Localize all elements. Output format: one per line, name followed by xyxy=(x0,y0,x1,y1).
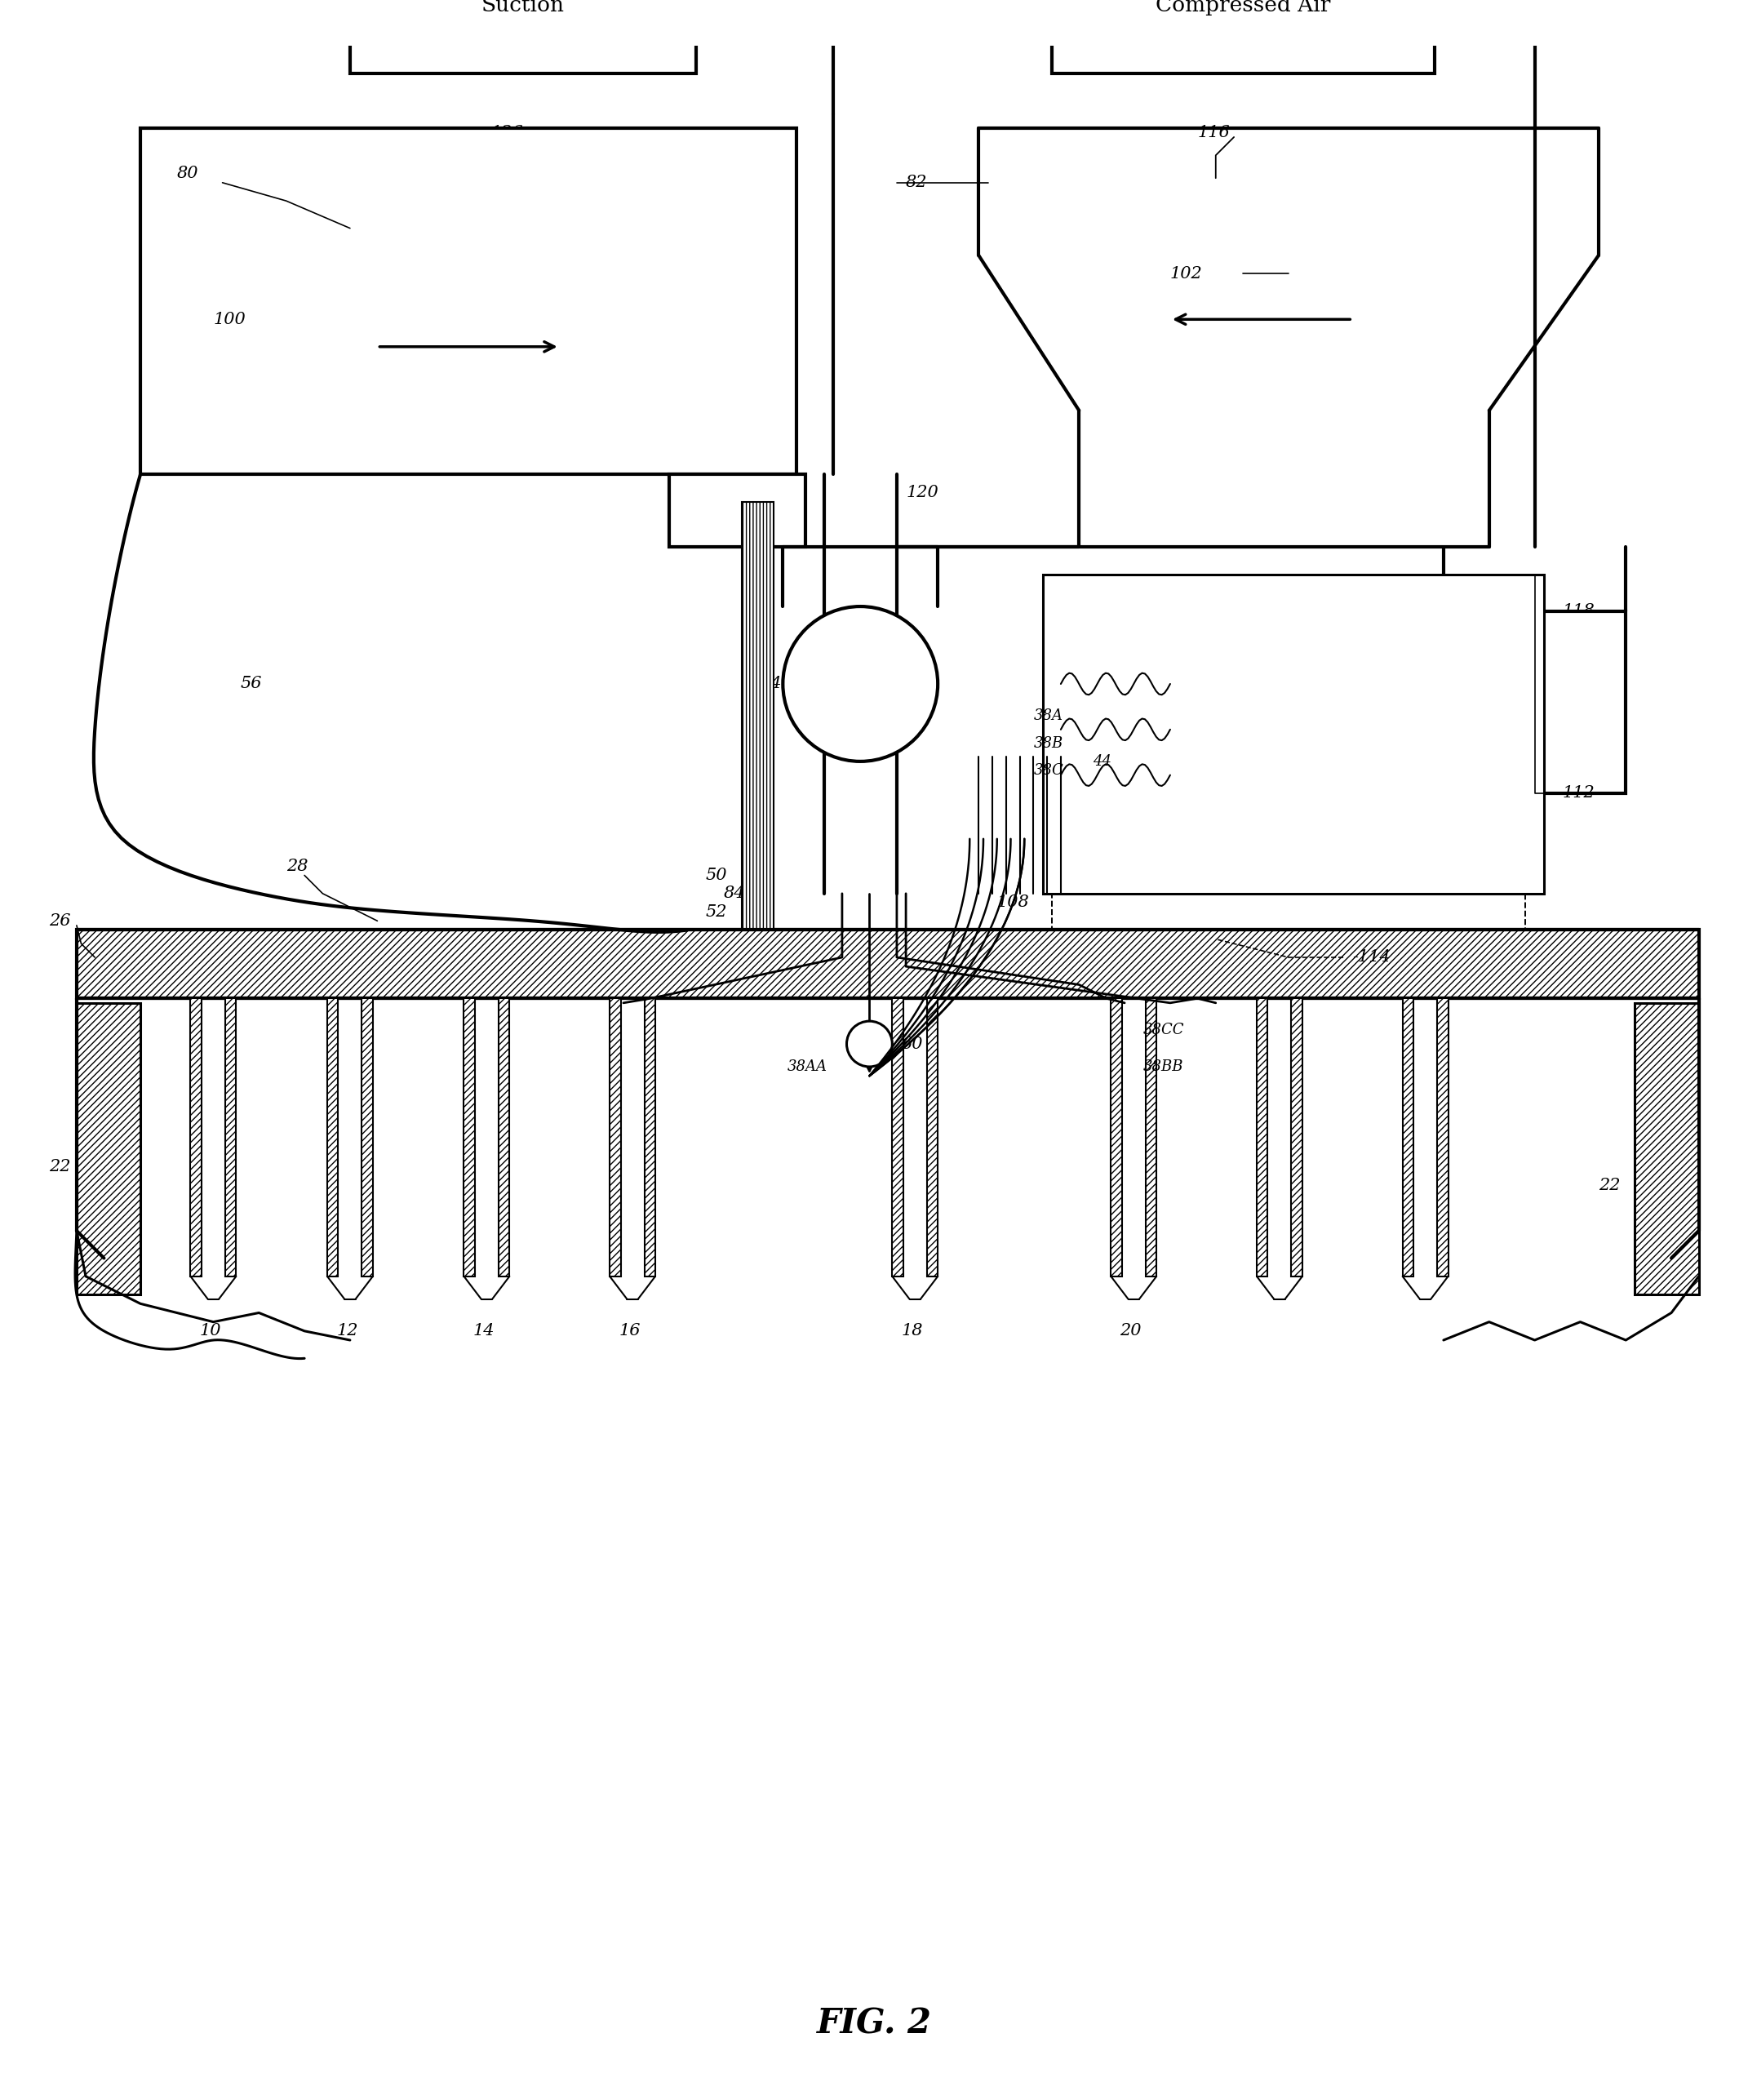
Text: 26: 26 xyxy=(49,913,72,928)
Bar xyxy=(191,998,201,1277)
Text: Suction: Suction xyxy=(481,0,565,15)
Bar xyxy=(669,475,806,548)
Text: 44: 44 xyxy=(1092,754,1112,769)
Bar xyxy=(350,0,696,74)
Text: 54: 54 xyxy=(760,676,781,691)
Bar xyxy=(1052,0,1435,74)
Text: 50: 50 xyxy=(706,867,727,884)
Bar xyxy=(645,998,656,1277)
Bar xyxy=(926,998,937,1277)
Text: 10: 10 xyxy=(199,1323,222,1340)
Text: 60: 60 xyxy=(902,1035,923,1052)
Text: 112: 112 xyxy=(1563,785,1594,800)
Text: 12: 12 xyxy=(336,1323,358,1340)
Text: 38BB: 38BB xyxy=(1143,1058,1183,1073)
Text: FIG. 2: FIG. 2 xyxy=(816,2005,932,2041)
Text: 80: 80 xyxy=(177,166,199,181)
Circle shape xyxy=(783,607,937,762)
Bar xyxy=(610,998,621,1277)
Text: 84: 84 xyxy=(724,886,745,901)
Text: 28: 28 xyxy=(287,859,308,874)
Circle shape xyxy=(846,1021,891,1067)
Text: 22: 22 xyxy=(1598,1178,1620,1193)
Text: 38A: 38A xyxy=(1033,708,1063,722)
Bar xyxy=(77,1004,140,1294)
Bar xyxy=(1444,611,1626,794)
Text: 108: 108 xyxy=(996,895,1030,911)
Bar xyxy=(1437,998,1447,1277)
Text: 116: 116 xyxy=(1197,124,1231,141)
Text: 20: 20 xyxy=(1120,1323,1141,1340)
Bar xyxy=(77,930,1699,998)
Text: 38CC: 38CC xyxy=(1143,1023,1183,1037)
Bar xyxy=(1257,998,1267,1277)
Text: 126: 126 xyxy=(491,124,524,141)
Bar xyxy=(1042,575,1543,893)
Text: -114: -114 xyxy=(1353,949,1391,966)
Text: 52: 52 xyxy=(706,903,727,920)
Text: 38C: 38C xyxy=(1033,762,1063,777)
Bar xyxy=(1402,998,1414,1277)
Text: 38B: 38B xyxy=(1033,735,1063,750)
Bar xyxy=(140,128,797,475)
Bar xyxy=(741,502,774,930)
Text: 82: 82 xyxy=(905,174,928,191)
Text: 18: 18 xyxy=(902,1323,923,1340)
Bar xyxy=(362,998,372,1277)
Text: Compressed Air: Compressed Air xyxy=(1155,0,1330,15)
Circle shape xyxy=(1461,630,1608,775)
Text: 16: 16 xyxy=(619,1323,640,1340)
Bar xyxy=(1145,998,1157,1277)
Text: 118: 118 xyxy=(1563,603,1594,620)
Bar xyxy=(1112,998,1122,1277)
Bar xyxy=(225,998,236,1277)
Bar xyxy=(891,998,904,1277)
Bar xyxy=(327,998,337,1277)
Text: 102: 102 xyxy=(1169,267,1203,281)
Bar xyxy=(1634,1004,1699,1294)
Bar xyxy=(1052,888,1526,939)
Text: 14: 14 xyxy=(474,1323,495,1340)
Bar xyxy=(498,998,509,1277)
Text: 22: 22 xyxy=(49,1159,72,1174)
Text: 100: 100 xyxy=(213,311,246,328)
Text: 120: 120 xyxy=(905,485,939,500)
Bar xyxy=(1292,998,1302,1277)
Bar xyxy=(463,998,475,1277)
Text: 56: 56 xyxy=(241,676,262,691)
Text: 38AA: 38AA xyxy=(787,1058,827,1073)
